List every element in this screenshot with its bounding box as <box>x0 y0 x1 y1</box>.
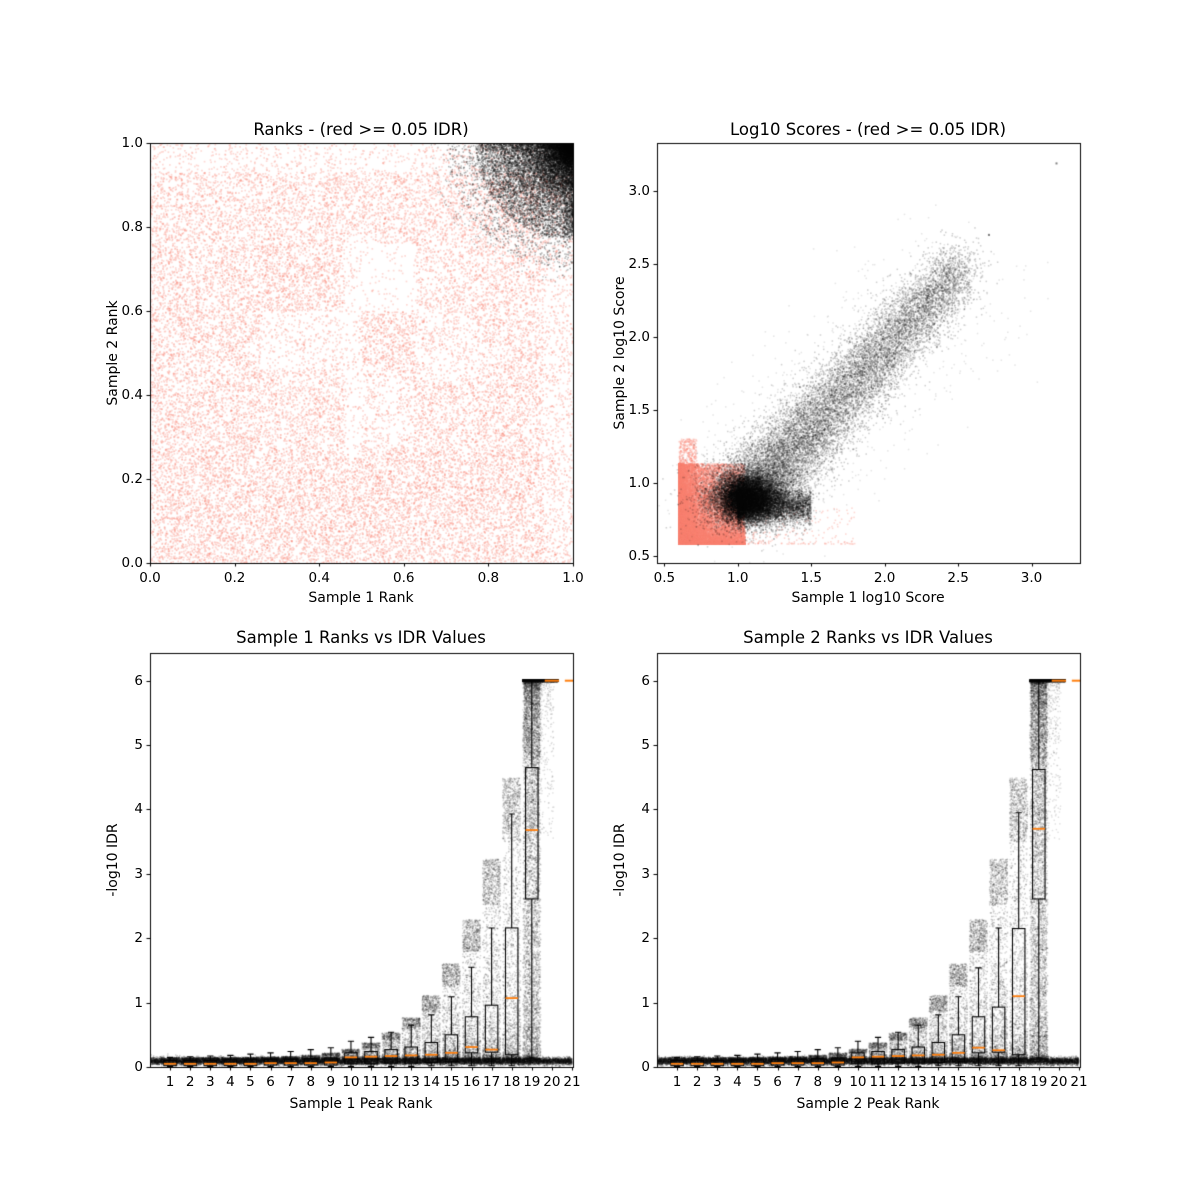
idr-diagnostic-figure: Ranks - (red >= 0.05 IDR) Sample 1 Rank … <box>0 0 1200 1200</box>
plot-canvas <box>0 0 1200 1200</box>
